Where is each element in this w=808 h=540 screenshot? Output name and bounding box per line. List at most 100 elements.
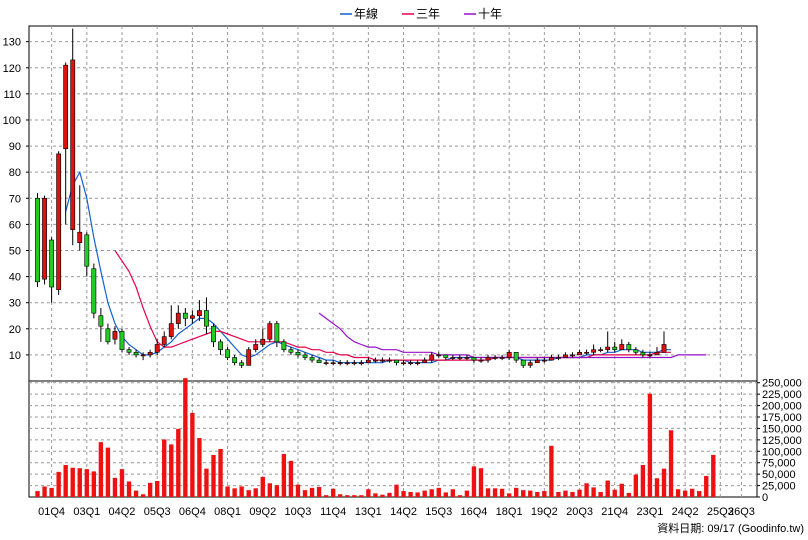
candle-26 — [218, 339, 223, 355]
volume-tick-9: 225,000 — [762, 389, 802, 401]
grid — [29, 26, 757, 497]
volume-bar-45 — [352, 495, 357, 497]
legend-label-2: 十年 — [478, 7, 502, 21]
candle-41 — [323, 360, 329, 366]
volume-bar-30 — [246, 490, 251, 497]
volume-bar-43 — [338, 494, 343, 497]
legend-label-1: 三年 — [416, 7, 440, 21]
volume-bar-53 — [408, 491, 413, 497]
candle-23 — [197, 300, 202, 321]
volume-bar-5 — [70, 467, 75, 497]
candle-28 — [232, 354, 238, 366]
data-date-caption: 資料日期: 09/17 (Goodinfo.tw) — [657, 521, 804, 535]
volume-bar-54 — [415, 492, 420, 497]
candle-44 — [344, 360, 350, 366]
volume-bar-2 — [49, 487, 54, 497]
candle-73 — [548, 354, 554, 361]
candle-7 — [84, 232, 90, 277]
ten-year-line — [318, 312, 707, 359]
volume-bar-90 — [668, 430, 674, 497]
volume-bar-86 — [640, 465, 646, 497]
three-year-line — [114, 250, 671, 361]
volume-bar-40 — [316, 486, 322, 497]
candle-50 — [387, 357, 392, 363]
price-tick-11: 120 — [3, 63, 21, 75]
volume-bar-17 — [155, 481, 160, 497]
volume-tick-8: 200,000 — [762, 401, 802, 413]
candle-64 — [485, 354, 491, 363]
volume-bar-50 — [387, 492, 392, 497]
candle-15 — [140, 352, 146, 361]
volume-bar-81 — [605, 480, 610, 497]
price-tick-7: 80 — [9, 167, 21, 179]
candle-74 — [556, 354, 561, 361]
volume-bar-44 — [345, 495, 350, 497]
moving-average-lines — [65, 170, 707, 364]
volume-bar-67 — [506, 493, 512, 497]
volume-tick-6: 150,000 — [762, 423, 802, 435]
candle-10 — [105, 323, 111, 345]
candlesticks — [35, 28, 667, 368]
candle-62 — [471, 357, 477, 363]
axis-labels: 10 20 30 40 50 60 70 80 90 100 110 120 130 025,00050,… — [3, 37, 802, 518]
price-tick-6: 70 — [9, 193, 21, 205]
volume-bar-47 — [366, 489, 371, 497]
volume-bar-75 — [563, 490, 568, 497]
volume-bar-88 — [654, 478, 660, 497]
volume-bar-13 — [126, 481, 132, 497]
volume-bar-83 — [619, 483, 624, 497]
x-tick-11: 15Q3 — [425, 506, 452, 518]
volume-bar-60 — [457, 495, 463, 497]
candle-48 — [372, 357, 378, 363]
candle-3 — [56, 151, 62, 295]
candle-38 — [302, 352, 308, 361]
volume-bar-1 — [42, 486, 47, 497]
candle-29 — [239, 360, 245, 368]
volume-bar-4 — [63, 465, 68, 497]
candle-25 — [211, 323, 216, 348]
candle-43 — [337, 360, 343, 366]
candle-42 — [330, 360, 336, 366]
volume-bar-55 — [422, 490, 427, 497]
volume-bar-59 — [450, 489, 456, 497]
volume-bar-27 — [225, 486, 230, 497]
candle-27 — [225, 347, 230, 361]
candle-67 — [506, 349, 512, 361]
candle-47 — [365, 357, 371, 364]
candle-49 — [380, 357, 385, 363]
candle-54 — [415, 360, 421, 366]
candle-87 — [647, 352, 653, 358]
volume-tick-4: 100,000 — [762, 446, 802, 458]
volume-bar-10 — [105, 447, 111, 497]
candle-55 — [422, 357, 428, 364]
candle-85 — [633, 347, 639, 355]
volume-bar-16 — [147, 482, 153, 497]
volume-bar-82 — [612, 489, 617, 497]
candle-37 — [295, 349, 301, 358]
volume-bar-69 — [521, 490, 526, 497]
candle-24 — [204, 297, 209, 335]
volume-bar-66 — [499, 488, 505, 497]
x-tick-7: 10Q3 — [285, 506, 312, 518]
candle-88 — [654, 347, 660, 356]
candle-18 — [161, 331, 167, 348]
x-tick-0: 01Q4 — [38, 506, 65, 518]
x-tick-18: 24Q2 — [672, 506, 699, 518]
volume-bar-78 — [584, 483, 589, 497]
candle-36 — [288, 347, 294, 355]
volume-bar-70 — [528, 490, 533, 497]
volume-bar-36 — [288, 460, 294, 497]
volume-bar-49 — [380, 494, 385, 497]
candle-2 — [49, 237, 55, 303]
candle-84 — [626, 341, 632, 353]
volume-bar-48 — [373, 493, 378, 497]
volume-bar-14 — [133, 490, 139, 497]
plot-frame — [28, 25, 758, 498]
volume-bar-11 — [112, 477, 118, 497]
candle-68 — [513, 351, 519, 363]
x-tick-10: 14Q2 — [390, 506, 417, 518]
volume-tick-2: 50,000 — [762, 469, 796, 481]
volume-bar-42 — [330, 488, 336, 497]
